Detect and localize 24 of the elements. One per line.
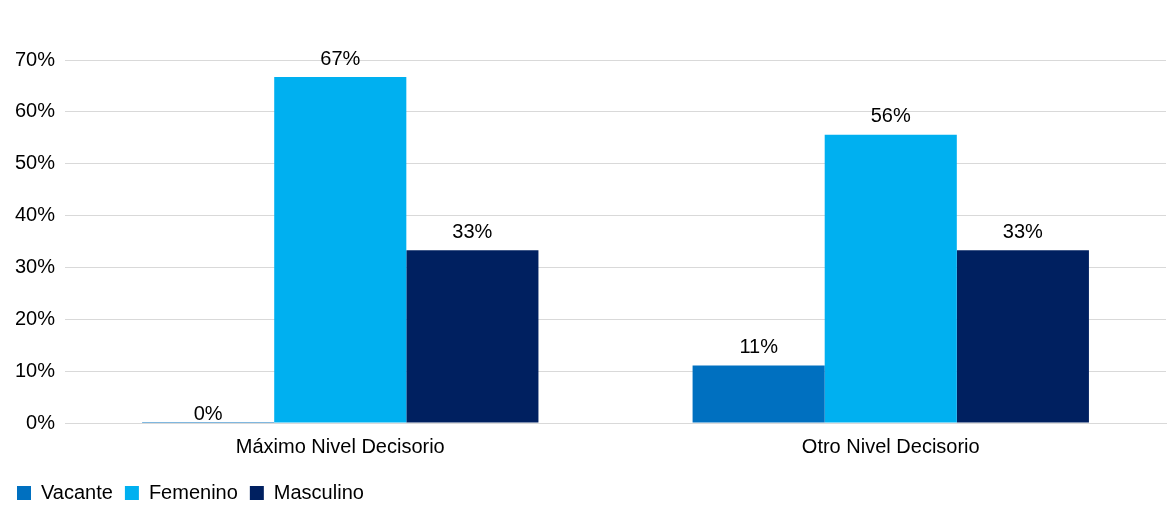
legend-label: Femenino [148,480,238,503]
y-tick-label: 10% [15,358,56,381]
data-label: 56% [870,104,911,127]
data-label: 67% [320,46,361,69]
data-label: 33% [452,219,493,242]
x-tick-label: Máximo Nivel Decisorio [235,434,445,457]
legend-label: Masculino [273,480,364,503]
bar [274,77,407,423]
bar [406,250,539,423]
data-label: 11% [739,334,779,357]
y-tick-label: 70% [15,47,56,70]
bar [692,365,825,423]
data-label: 33% [1002,219,1044,242]
data-label: 0% [193,401,223,424]
y-tick-label: 20% [15,306,56,329]
y-tick-label: 50% [15,151,56,174]
y-tick-label: 30% [15,254,56,277]
y-tick-label: 60% [15,99,56,122]
y-tick-label: 40% [15,203,56,226]
x-tick-label: Otro Nivel Decisorio [801,434,980,457]
y-tick-label: 0% [26,410,56,433]
bar [956,250,1089,423]
bar [824,134,957,423]
legend-label: Vacante [41,480,113,503]
